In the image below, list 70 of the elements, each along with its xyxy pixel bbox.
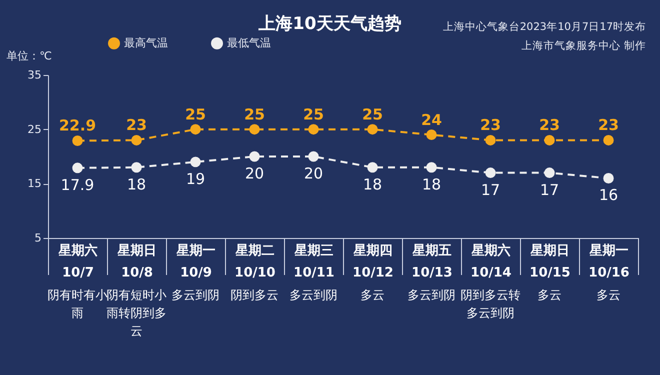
x-tick-label: 星期一 10/9: [176, 244, 216, 280]
x-tick-label: 星期二 10/10: [234, 244, 276, 280]
point: [426, 130, 437, 140]
data-label: 19: [186, 170, 206, 188]
y-tick-label: 35: [28, 68, 42, 82]
text: 多云: [360, 288, 384, 302]
point: [544, 134, 555, 146]
point: [308, 151, 319, 162]
x-tick-label: 星期五 10/13: [412, 244, 452, 280]
data-label: 25: [185, 105, 206, 124]
text: 上海市气象服务中心 制作: [520, 39, 646, 54]
text: 阴有短时小雨转阴到多云: [106, 288, 166, 338]
point: [72, 136, 83, 146]
y-tick-label: 5: [34, 232, 42, 244]
x-tick-label: 星期三 10/11: [294, 244, 334, 280]
data-label: 18: [422, 175, 442, 194]
text: 多云到阴: [172, 288, 220, 302]
data-label: 25: [362, 105, 383, 124]
data-label: 24: [421, 110, 442, 129]
text: 多云到阴: [290, 288, 338, 302]
x-tick-label: 星期四 10/12: [352, 244, 394, 280]
point: [367, 124, 378, 135]
text: 多云到阴: [408, 288, 456, 302]
text: 阴到多云转多云到阴: [460, 288, 520, 320]
point: [72, 162, 83, 174]
y-axis-title: 单位：℃: [6, 50, 52, 62]
data-label: 25: [244, 105, 265, 124]
point: [131, 134, 142, 146]
data-label: 23: [539, 116, 560, 134]
data-label: 17: [540, 180, 560, 199]
data-label: 18: [126, 175, 146, 194]
data-label: 23: [126, 116, 147, 134]
legend-label: 最高气温: [124, 36, 168, 50]
data-label: 23: [480, 116, 501, 134]
x-tick-label: 星期六 10/14: [470, 242, 512, 280]
point: [131, 162, 142, 173]
data-label: 20: [304, 164, 324, 182]
text: 阴有时有小雨: [48, 288, 108, 320]
text: 阴到多云: [230, 288, 278, 302]
point: [544, 168, 555, 178]
point: [426, 162, 437, 173]
x-tick-label: 星期六 10/7: [58, 242, 98, 280]
data-label: 17: [480, 180, 500, 199]
point: [308, 124, 319, 135]
data-label: 22.9: [58, 116, 96, 135]
data-label: 18: [362, 175, 382, 194]
text: 多云: [596, 288, 620, 302]
data-label: 20: [244, 164, 264, 182]
data-label: 16: [598, 186, 618, 204]
legend-label: 最低气温: [227, 36, 271, 50]
point: [485, 168, 496, 178]
data-label: 23: [598, 116, 619, 134]
x-tick-label: 星期日 10/15: [530, 244, 570, 280]
text: 多云: [538, 288, 562, 302]
y-tick-label: 15: [28, 177, 42, 190]
point: [249, 151, 260, 162]
point: [190, 124, 201, 135]
point: [190, 156, 201, 168]
point: [367, 162, 378, 173]
point: [603, 134, 614, 146]
chart-title: 上海10天天气趋势: [258, 14, 402, 34]
y-tick-label: 25: [28, 122, 42, 136]
point: [603, 173, 614, 184]
point: [249, 124, 260, 135]
x-tick-label: 星期日 10/8: [116, 244, 156, 280]
point: [485, 134, 496, 146]
x-tick-label: 星期一 10/16: [588, 244, 630, 280]
data-label: 17.9: [60, 176, 94, 194]
data-label: 25: [303, 105, 324, 124]
text: 上海中心气象台2023年10月7日17时发布: [442, 20, 646, 35]
